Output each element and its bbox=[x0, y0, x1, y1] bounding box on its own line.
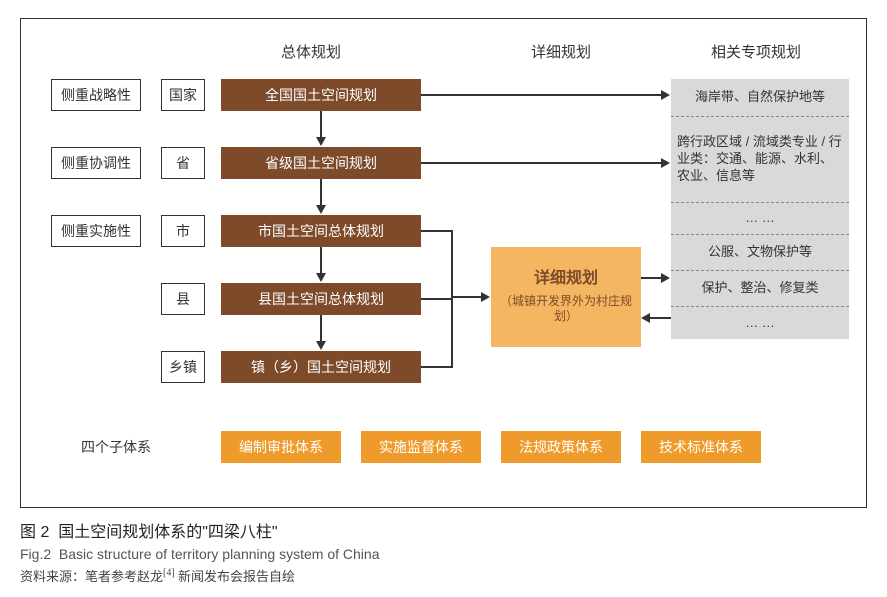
special-5: 保护、整治、修复类 bbox=[671, 271, 849, 307]
arrow-v2-head bbox=[316, 205, 326, 214]
special-3: … … bbox=[671, 203, 849, 235]
admin-national: 国家 bbox=[161, 79, 205, 111]
header-special: 相关专项规划 bbox=[711, 41, 801, 62]
special-6: … … bbox=[671, 307, 849, 339]
emphasis-strategic: 侧重战略性 bbox=[51, 79, 141, 111]
emphasis-coordination: 侧重协调性 bbox=[51, 147, 141, 179]
arrow-special-detail-head bbox=[641, 313, 650, 323]
source-suffix: 新闻发布会报告自绘 bbox=[175, 569, 295, 584]
source-sup: [4] bbox=[163, 568, 175, 579]
arrow-v4-head bbox=[316, 341, 326, 350]
arrow-detail-special bbox=[641, 277, 663, 279]
conn-county-h bbox=[421, 298, 451, 300]
arrow-v2 bbox=[320, 179, 322, 205]
subsystem-1: 编制审批体系 bbox=[221, 431, 341, 463]
conn-city-h bbox=[421, 230, 451, 232]
admin-county: 县 bbox=[161, 283, 205, 315]
subsystem-3: 法规政策体系 bbox=[501, 431, 621, 463]
conn-town-h bbox=[421, 366, 451, 368]
arrow-v3-head bbox=[316, 273, 326, 282]
subsystem-2: 实施监督体系 bbox=[361, 431, 481, 463]
special-2: 跨行政区域 / 流域类专业 / 行业类：交通、能源、水利、农业、信息等 bbox=[671, 117, 849, 203]
arrow-detail-special-head bbox=[661, 273, 670, 283]
caption: 图 2 国土空间规划体系的"四梁八柱" Fig.2 Basic structur… bbox=[20, 518, 867, 585]
subsystem-4: 技术标准体系 bbox=[641, 431, 761, 463]
header-detail: 详细规划 bbox=[531, 41, 591, 62]
plan-national: 全国国土空间规划 bbox=[221, 79, 421, 111]
conn-to-detail bbox=[453, 296, 481, 298]
arrow-special-detail bbox=[649, 317, 671, 319]
fig-num-en: Fig.2 bbox=[20, 546, 51, 562]
special-1: 海岸带、自然保护地等 bbox=[671, 79, 849, 117]
diagram-frame: 总体规划 详细规划 相关专项规划 侧重战略性 侧重协调性 侧重实施性 国家 省 … bbox=[20, 18, 867, 508]
arrow-prov-special-head bbox=[661, 158, 670, 168]
conn-vert-join bbox=[451, 230, 453, 368]
detail-subtitle: （城镇开发界外为村庄规划） bbox=[499, 294, 633, 325]
arrow-nat-special-head bbox=[661, 90, 670, 100]
special-4: 公服、文物保护等 bbox=[671, 235, 849, 271]
subsystem-label: 四个子体系 bbox=[81, 437, 151, 457]
admin-province: 省 bbox=[161, 147, 205, 179]
arrow-v3 bbox=[320, 247, 322, 273]
plan-province: 省级国土空间规划 bbox=[221, 147, 421, 179]
caption-cn: 图 2 国土空间规划体系的"四梁八柱" bbox=[20, 518, 867, 542]
emphasis-implementation: 侧重实施性 bbox=[51, 215, 141, 247]
conn-to-detail-head bbox=[481, 292, 490, 302]
fig-title-en: Basic structure of territory planning sy… bbox=[59, 546, 380, 562]
detail-title: 详细规划 bbox=[534, 269, 598, 290]
detail-planning-box: 详细规划 （城镇开发界外为村庄规划） bbox=[491, 247, 641, 347]
plan-city: 市国土空间总体规划 bbox=[221, 215, 421, 247]
admin-city: 市 bbox=[161, 215, 205, 247]
arrow-nat-special bbox=[421, 94, 661, 96]
source-prefix: 资料来源：笔者参考赵龙 bbox=[20, 569, 163, 584]
admin-town: 乡镇 bbox=[161, 351, 205, 383]
fig-title-cn: 国土空间规划体系的"四梁八柱" bbox=[58, 524, 277, 541]
header-overall: 总体规划 bbox=[281, 41, 341, 62]
fig-num-cn: 图 2 bbox=[20, 524, 49, 541]
plan-town: 镇（乡）国土空间规划 bbox=[221, 351, 421, 383]
caption-en: Fig.2 Basic structure of territory plann… bbox=[20, 546, 867, 562]
caption-source: 资料来源：笔者参考赵龙[4] 新闻发布会报告自绘 bbox=[20, 566, 867, 585]
plan-county: 县国土空间总体规划 bbox=[221, 283, 421, 315]
arrow-prov-special bbox=[421, 162, 661, 164]
arrow-v1 bbox=[320, 111, 322, 137]
arrow-v1-head bbox=[316, 137, 326, 146]
arrow-v4 bbox=[320, 315, 322, 341]
